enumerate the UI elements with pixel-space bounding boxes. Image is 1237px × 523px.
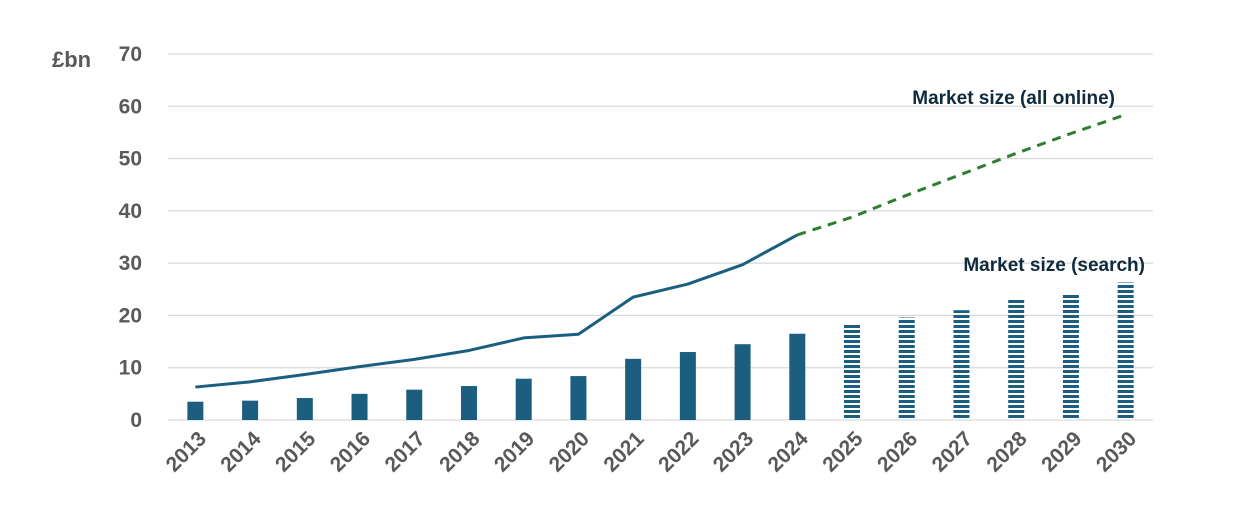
x-tick-label: 2023 <box>709 427 758 476</box>
x-tick-label: 2019 <box>490 427 539 476</box>
y-tick-label: 0 <box>130 409 142 432</box>
x-tick-label: 2028 <box>982 427 1032 477</box>
bar-2021 <box>625 358 642 420</box>
x-tick-label: 2022 <box>654 427 703 476</box>
series-label-all-online: Market size (all online) <box>912 88 1115 109</box>
x-tick-label: 2013 <box>162 427 211 476</box>
bar-2028 <box>1008 299 1025 420</box>
x-tick-label: 2015 <box>271 427 321 477</box>
bar-2014 <box>242 400 259 420</box>
bar-2019 <box>515 378 532 420</box>
bar-2020 <box>570 376 587 420</box>
x-tick-label: 2027 <box>928 427 977 476</box>
y-axis-ticks: 0 10 20 30 40 50 60 70 <box>119 43 142 432</box>
x-tick-label: 2021 <box>599 427 649 477</box>
bar-2023 <box>734 344 751 420</box>
y-tick-label: 60 <box>119 95 142 118</box>
y-tick-label: 30 <box>119 252 142 275</box>
x-tick-label: 2024 <box>764 427 814 477</box>
bar-2015 <box>296 398 313 420</box>
bar-2016 <box>351 393 368 420</box>
x-tick-label: 2018 <box>435 427 485 477</box>
x-tick-label: 2029 <box>1037 427 1086 476</box>
line-actual <box>195 233 799 389</box>
y-axis-unit-label: £bn <box>52 47 91 72</box>
y-tick-label: 10 <box>119 357 142 380</box>
y-tick-label: 50 <box>119 148 142 171</box>
x-axis-ticks: 2013 2014 2015 2016 2017 2018 2019 2020 2021 2022… <box>162 427 1142 477</box>
bar-2024 <box>789 333 806 420</box>
bar-2017 <box>406 389 423 420</box>
bar-2030 <box>1117 282 1134 420</box>
y-tick-label: 20 <box>119 304 142 327</box>
bar-2027 <box>953 310 970 420</box>
series-label-search: Market size (search) <box>963 255 1145 276</box>
x-tick-label: 2016 <box>326 427 375 476</box>
line-forecast <box>796 113 1127 237</box>
x-tick-label: 2030 <box>1092 427 1141 476</box>
search-bars <box>187 282 1134 420</box>
bar-2026 <box>898 317 915 420</box>
bar-2025 <box>844 324 861 420</box>
x-tick-label: 2025 <box>818 427 868 477</box>
x-tick-label: 2026 <box>873 427 922 476</box>
gridlines <box>168 53 1153 421</box>
y-tick-label: 70 <box>119 43 142 66</box>
x-tick-label: 2020 <box>545 427 594 476</box>
bar-2022 <box>679 352 696 420</box>
y-tick-label: 40 <box>119 200 142 223</box>
bar-2018 <box>460 386 477 420</box>
bar-2029 <box>1062 293 1079 420</box>
all-online-line <box>195 113 1127 389</box>
x-tick-label: 2014 <box>216 427 266 477</box>
x-tick-label: 2017 <box>380 427 429 476</box>
bar-2013 <box>187 401 204 420</box>
